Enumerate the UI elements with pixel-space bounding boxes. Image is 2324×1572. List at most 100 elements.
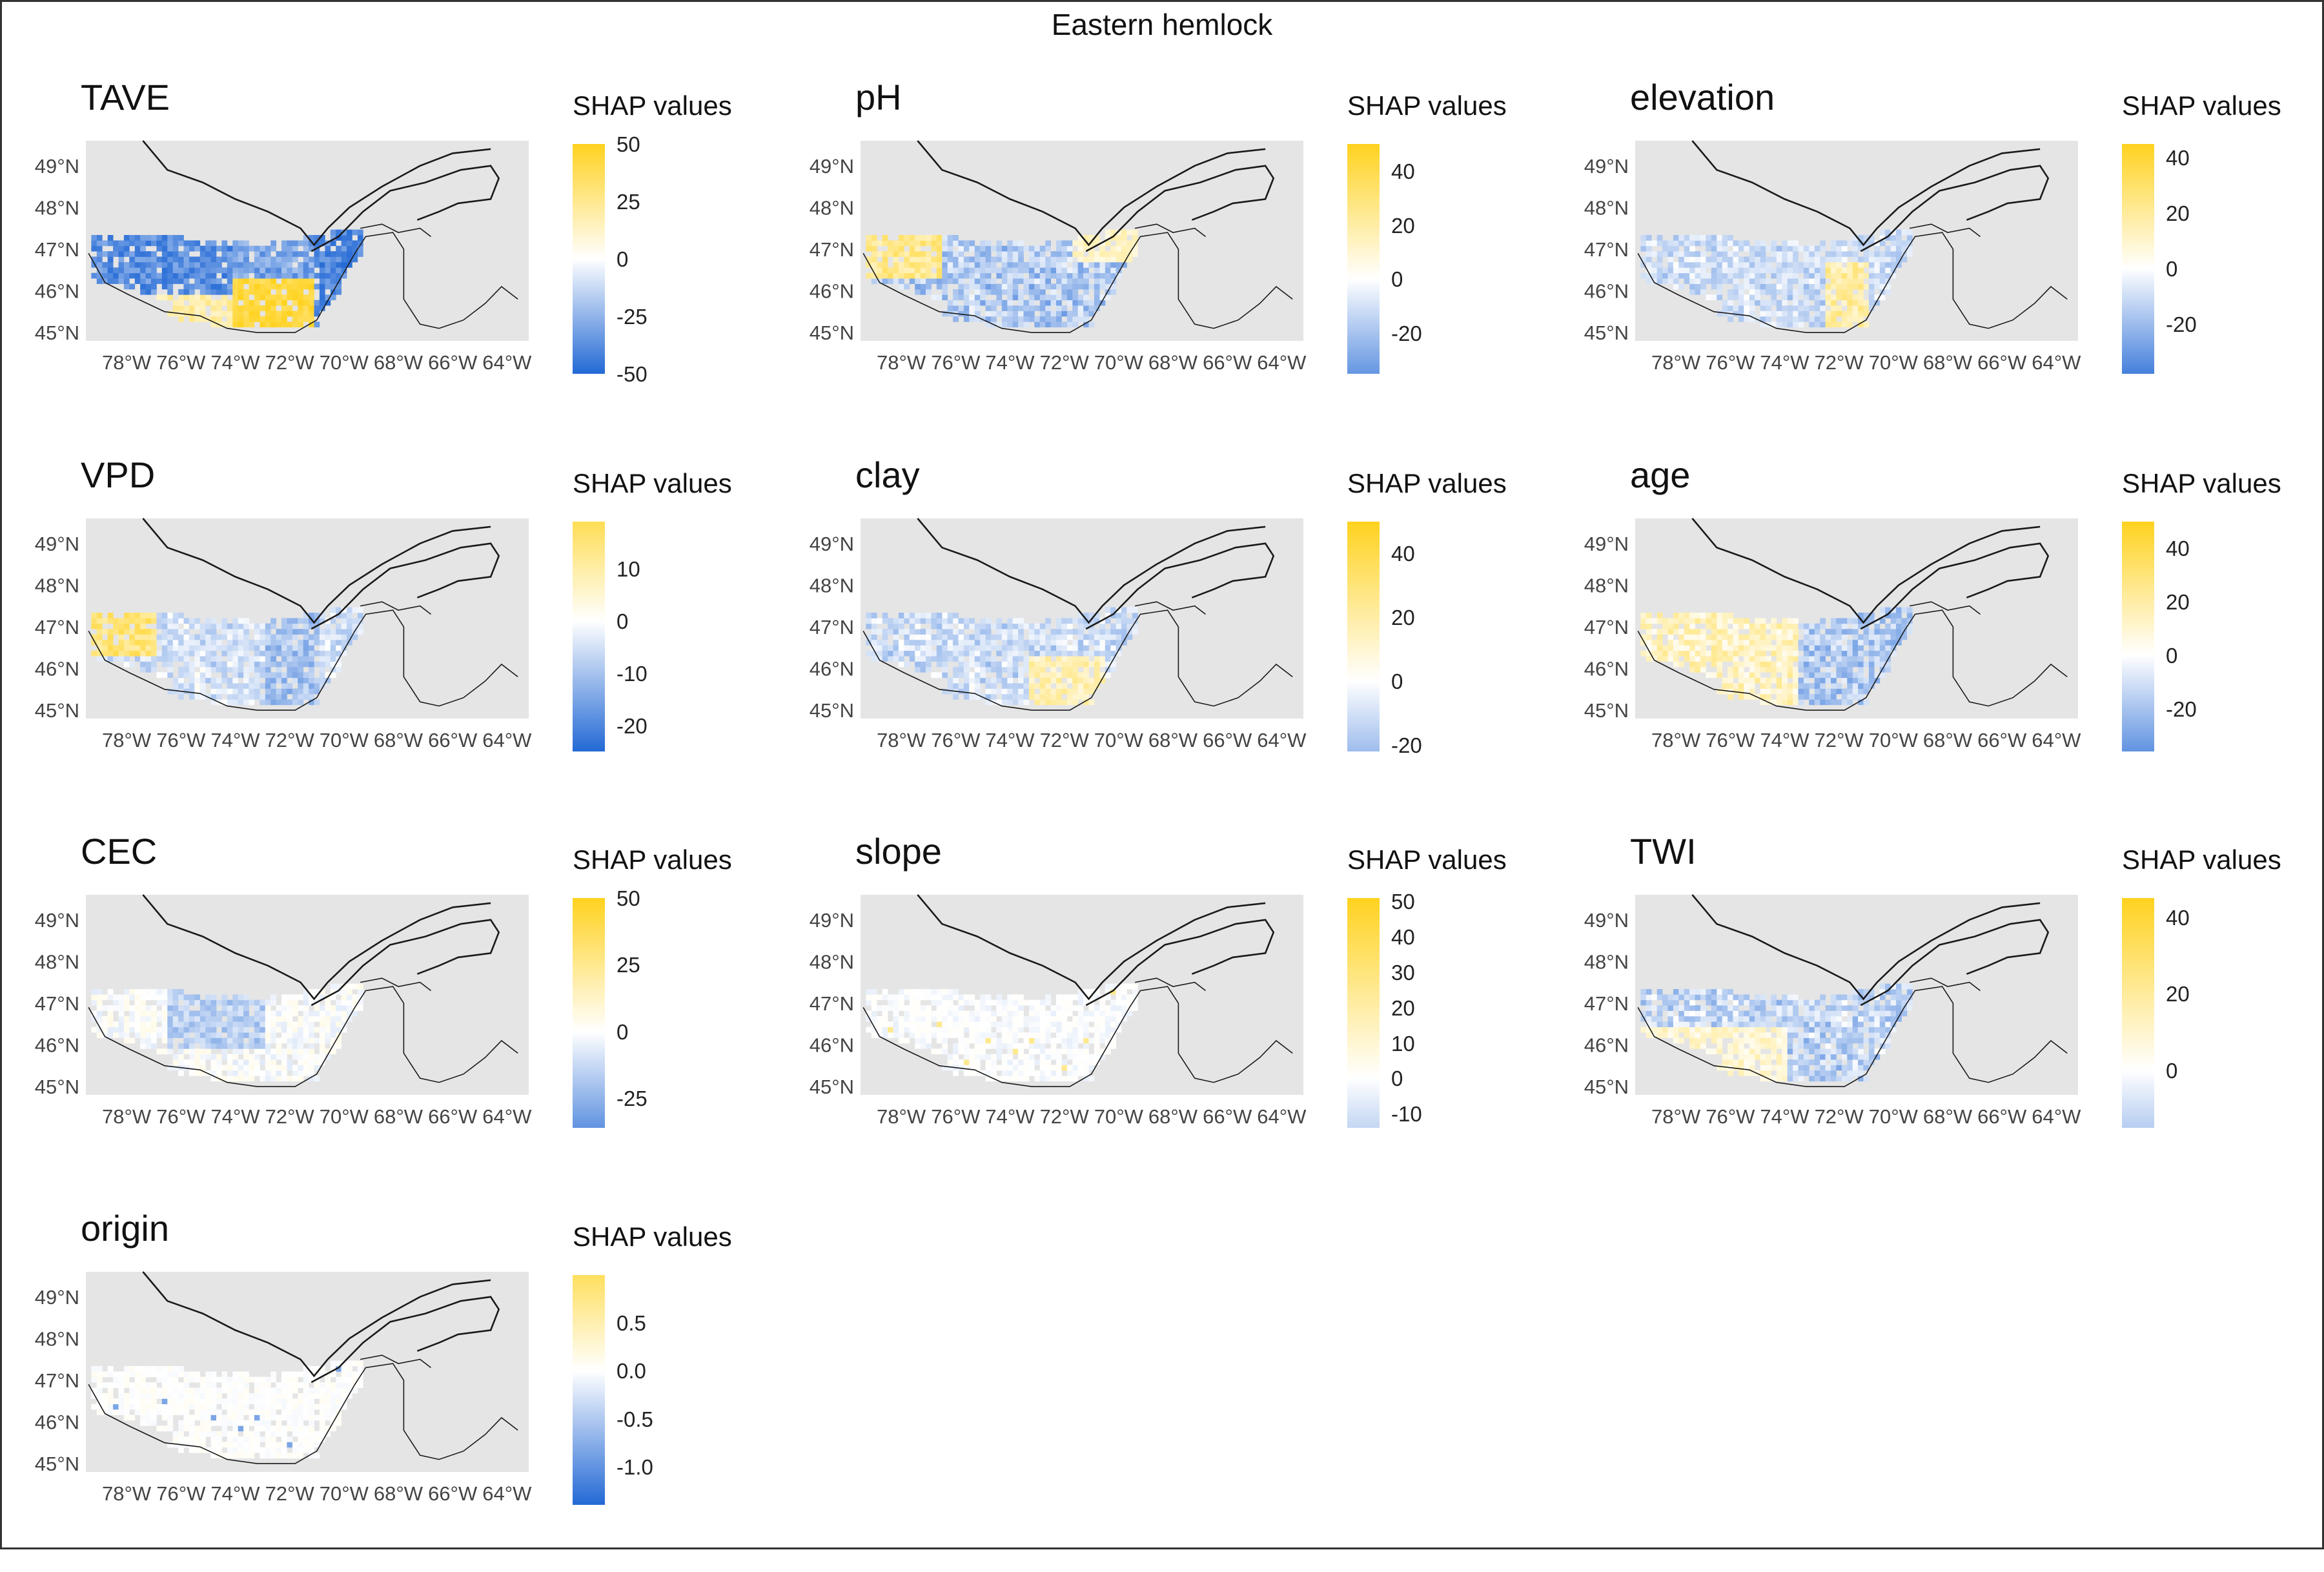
shap-cell — [986, 645, 992, 651]
shap-cell — [238, 656, 244, 662]
shap-cell — [276, 311, 282, 317]
shap-cell — [1755, 257, 1760, 263]
shap-cell — [1083, 640, 1089, 646]
shap-cell — [1678, 994, 1684, 1000]
shap-cell — [910, 267, 915, 273]
shap-cell — [358, 984, 363, 990]
shap-cell — [1083, 1038, 1089, 1044]
shap-cell — [996, 240, 1002, 246]
shap-cell — [227, 316, 233, 322]
shap-cell — [1051, 267, 1057, 273]
shap-cell — [1869, 645, 1875, 651]
legend-tick-label: -20 — [617, 715, 647, 737]
shap-cell — [227, 656, 233, 662]
shap-cell — [276, 1027, 282, 1033]
shap-cell — [1809, 694, 1815, 700]
shap-cell — [996, 284, 1002, 290]
shap-cell — [1722, 246, 1728, 252]
shap-cell — [1793, 651, 1799, 657]
shap-cell — [996, 629, 1002, 635]
shap-cell — [189, 1043, 195, 1049]
shap-cell — [336, 257, 341, 263]
shap-cell — [119, 656, 125, 662]
shap-cell — [270, 1070, 276, 1076]
shap-cell — [1040, 305, 1046, 311]
shap-cell — [877, 645, 882, 651]
shap-cell — [882, 651, 888, 657]
lon-tick-label: 70°W — [320, 351, 369, 374]
shap-cell — [1132, 251, 1138, 257]
shap-cell — [292, 1076, 298, 1081]
shap-cell — [931, 624, 937, 629]
shap-cell — [336, 251, 341, 257]
lon-tick-label: 72°W — [265, 729, 315, 751]
shap-cell — [899, 284, 904, 290]
shap-cell — [140, 257, 146, 263]
shap-cell — [1045, 240, 1051, 246]
lon-tick-label: 74°W — [210, 351, 260, 374]
shap-cell — [921, 640, 926, 646]
shap-cell — [980, 635, 986, 640]
shap-cell — [243, 267, 249, 273]
shap-cell — [980, 640, 986, 646]
shap-cell — [254, 656, 260, 662]
shap-cell — [1782, 284, 1788, 290]
shap-cell — [1760, 629, 1766, 635]
shap-cell — [1820, 683, 1826, 689]
shap-cell — [254, 294, 260, 300]
shap-cell — [119, 1000, 125, 1006]
shap-cell — [915, 645, 921, 651]
shap-cell — [216, 1000, 222, 1006]
shap-cell — [124, 656, 130, 662]
lat-tick-label: 49°N — [810, 155, 854, 178]
shap-cell — [178, 1054, 184, 1060]
shap-cell — [1738, 300, 1744, 306]
shap-cell — [1809, 284, 1815, 290]
shap-cell — [281, 1054, 287, 1060]
shap-cell — [1864, 699, 1870, 705]
shap-cell — [1056, 994, 1062, 1000]
shap-cell — [1771, 635, 1777, 640]
shap-cell — [325, 1011, 331, 1017]
shap-cell — [1078, 311, 1084, 317]
shap-cell — [281, 284, 287, 290]
shap-cell — [1815, 246, 1820, 252]
shap-cell — [1018, 683, 1024, 689]
shap-cell — [303, 1048, 309, 1054]
shap-cell — [899, 989, 904, 995]
shap-cell — [1842, 251, 1848, 257]
shap-cell — [129, 267, 135, 273]
shap-cell — [129, 1011, 135, 1017]
shap-cell — [243, 1059, 249, 1065]
shap-cell — [1002, 251, 1008, 257]
shap-cell — [102, 618, 108, 624]
shap-cell — [1018, 305, 1024, 311]
shap-cell — [1067, 678, 1073, 684]
shap-cell — [948, 651, 953, 657]
shap-cell — [1668, 267, 1674, 273]
shap-cell — [1809, 322, 1815, 327]
shap-cell — [1105, 629, 1111, 635]
shap-cell — [336, 624, 341, 629]
shap-cell — [1002, 1038, 1008, 1044]
shap-cell — [1788, 267, 1793, 273]
shap-cell — [915, 640, 921, 646]
shap-cell — [1896, 251, 1902, 257]
shap-cell — [937, 267, 943, 273]
shap-cell — [1842, 284, 1848, 290]
shap-cell — [937, 645, 943, 651]
shap-cell — [211, 278, 217, 284]
shap-cell — [162, 672, 168, 678]
shap-cell — [1826, 322, 1831, 327]
shap-cell — [1078, 1054, 1084, 1060]
shap-cell — [1771, 246, 1777, 252]
lat-tick-label: 46°N — [810, 658, 854, 680]
shap-cell — [1733, 624, 1739, 629]
shap-cell — [1678, 267, 1684, 273]
shap-cell — [119, 1016, 125, 1022]
shap-cell — [1684, 257, 1690, 263]
shap-cell — [1771, 645, 1777, 651]
shap-cell — [1771, 311, 1777, 317]
